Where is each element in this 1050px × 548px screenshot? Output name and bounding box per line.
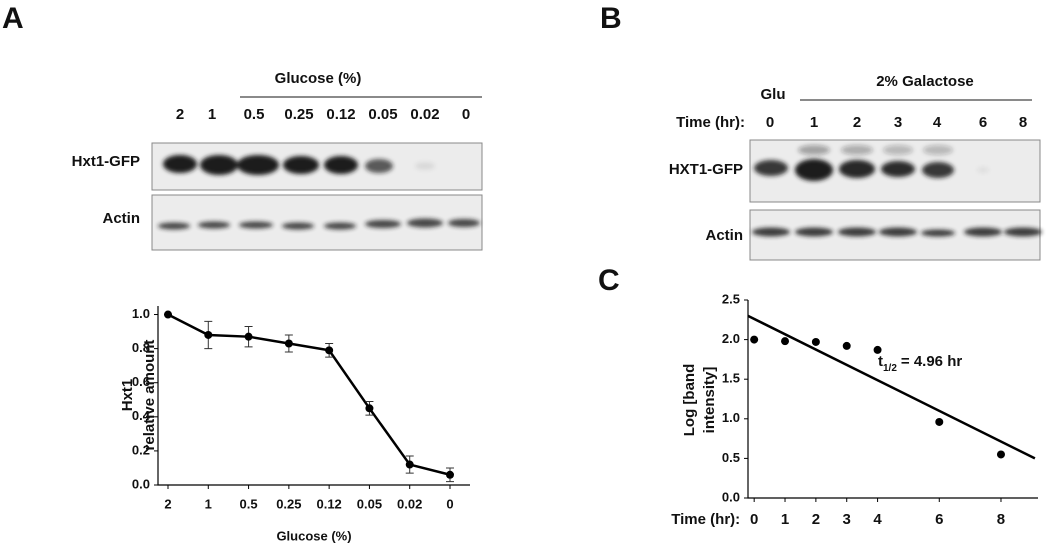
- group-label: 2% Galactose: [876, 73, 974, 90]
- y-axis-label: Hxt1: [119, 379, 136, 412]
- lane-label: 0.25: [284, 106, 313, 123]
- data-point: [996, 450, 1005, 459]
- blot: [749, 139, 1042, 261]
- lane-label: 4: [933, 114, 942, 131]
- y-tick-label: 0.2: [132, 442, 150, 457]
- lane-label: 0: [462, 106, 470, 123]
- y-tick-label: 0.6: [132, 374, 150, 389]
- y-tick-label: 0.4: [132, 408, 151, 423]
- x-tick-label: 1: [781, 511, 789, 528]
- axes: [747, 300, 1038, 499]
- data-line: [167, 313, 451, 476]
- lane-label: 1: [208, 106, 216, 123]
- row-label: Hxt1-GFP: [72, 153, 140, 170]
- lane-label: 1: [810, 114, 818, 131]
- x-axis-label: Time (hr):: [671, 511, 740, 528]
- lane-label: 0.12: [326, 106, 355, 123]
- y-tick-label: 1.0: [132, 306, 150, 321]
- y-tick-label: 2.5: [722, 291, 740, 306]
- x-tick-label: 4: [873, 511, 882, 528]
- data-point: [325, 346, 334, 355]
- x-tick-label: 6: [935, 511, 943, 528]
- lane-label: 0.5: [244, 106, 265, 123]
- x-tick-label: 0: [750, 511, 758, 528]
- panel-label: B: [600, 2, 622, 35]
- annotation: t1/2 = 4.96 hr: [878, 353, 962, 374]
- lane-label: 0: [766, 114, 774, 131]
- y-tick-label: 1.5: [722, 371, 740, 386]
- blot: [151, 142, 483, 251]
- x-tick-label: 2: [164, 496, 171, 511]
- row-label: Actin: [706, 227, 744, 244]
- lane-label: 6: [979, 114, 987, 131]
- y-tick-label: 2.0: [722, 331, 740, 346]
- row-label: HXT1-GFP: [669, 161, 743, 178]
- x-tick-label: 0.05: [357, 496, 382, 511]
- data-point: [873, 345, 882, 354]
- annotation-rest: = 4.96 hr: [901, 353, 962, 370]
- lane-header: Time (hr):: [676, 114, 745, 131]
- y-axis-label: Log [band: [681, 364, 698, 436]
- y-tick-label: 0.0: [722, 489, 740, 504]
- data-point: [204, 330, 213, 339]
- lane-label: 0.05: [368, 106, 397, 123]
- fit-line: [747, 314, 1036, 460]
- panel-label: A: [2, 2, 24, 35]
- blot-header: Glucose (%): [275, 70, 362, 87]
- annotation-sub: 1/2: [883, 363, 897, 374]
- y-tick-label: 0.0: [132, 476, 150, 491]
- x-tick-label: 0.25: [276, 496, 301, 511]
- lane-label: 8: [1019, 114, 1027, 131]
- x-tick-label: 0.02: [397, 496, 422, 511]
- row-label: Actin: [103, 210, 141, 227]
- annotation-t: t: [878, 353, 883, 370]
- data-point: [781, 337, 790, 346]
- data-point: [244, 332, 253, 341]
- data-point: [164, 310, 172, 319]
- y-tick-label: 0.8: [132, 340, 150, 355]
- y-tick-label: 1.0: [722, 410, 740, 425]
- y-axis-label: relative amount: [141, 340, 158, 451]
- data-point: [284, 339, 293, 348]
- y-tick-label: 0.5: [722, 450, 740, 465]
- data-point: [842, 341, 851, 350]
- control-label: Glu: [761, 86, 786, 103]
- lane-label: 0.02: [410, 106, 439, 123]
- lane-label: 2: [853, 114, 861, 131]
- data-point: [405, 460, 414, 469]
- x-tick-label: 3: [843, 511, 851, 528]
- x-axis-label: Glucose (%): [276, 528, 351, 543]
- x-tick-label: 0.12: [316, 496, 341, 511]
- y-axis-label: intensity]: [701, 367, 718, 434]
- x-tick-label: 1: [205, 496, 212, 511]
- data-point: [750, 335, 759, 344]
- x-tick-label: 0: [446, 496, 453, 511]
- data-point: [446, 470, 454, 479]
- data-point: [365, 404, 374, 413]
- lane-label: 2: [176, 106, 184, 123]
- x-tick-label: 2: [812, 511, 820, 528]
- x-tick-label: 0.5: [240, 496, 258, 511]
- lane-label: 3: [894, 114, 902, 131]
- data-point: [811, 337, 820, 346]
- x-tick-label: 8: [997, 511, 1005, 528]
- panel-label: C: [598, 264, 620, 297]
- data-point: [935, 417, 944, 426]
